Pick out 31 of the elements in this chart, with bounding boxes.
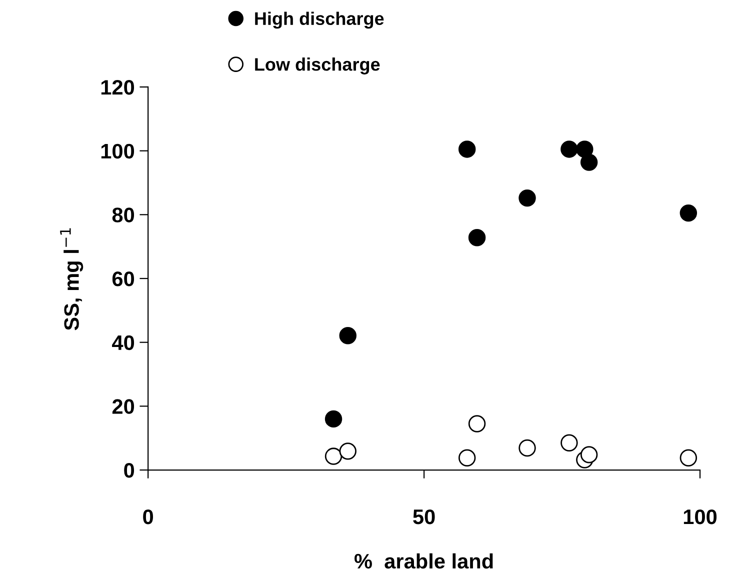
legend-label: Low discharge <box>255 58 380 74</box>
point <box>518 439 536 457</box>
point <box>560 434 578 452</box>
point <box>560 140 578 158</box>
y-tick-label: 100 <box>101 144 134 159</box>
y-tick-label: 60 <box>112 271 134 286</box>
point <box>468 415 486 432</box>
x-tick-label: 100 <box>684 509 717 524</box>
point <box>324 410 342 428</box>
point <box>580 154 598 171</box>
point <box>339 442 356 460</box>
y-tick-label: 20 <box>112 399 134 414</box>
point <box>680 449 698 466</box>
point <box>580 446 598 464</box>
point <box>339 327 356 344</box>
point <box>680 204 698 222</box>
x-tick-label: 0 <box>143 509 154 524</box>
y-tick-label: 40 <box>112 335 134 350</box>
legend-label: High discharge <box>255 12 384 29</box>
point <box>576 140 594 158</box>
y-tick-label: 80 <box>112 208 134 222</box>
point <box>458 140 476 158</box>
point <box>518 189 536 207</box>
y-tick-label: 0 <box>124 463 134 478</box>
x-axis-title: % arable land <box>354 553 493 569</box>
point <box>458 449 476 466</box>
y-tick-label: 120 <box>101 80 134 95</box>
point <box>324 448 342 465</box>
x-tick-label: 50 <box>413 509 435 524</box>
y-axis-title: SS, mg l$^{−1}$ <box>60 228 84 330</box>
point <box>468 229 486 246</box>
